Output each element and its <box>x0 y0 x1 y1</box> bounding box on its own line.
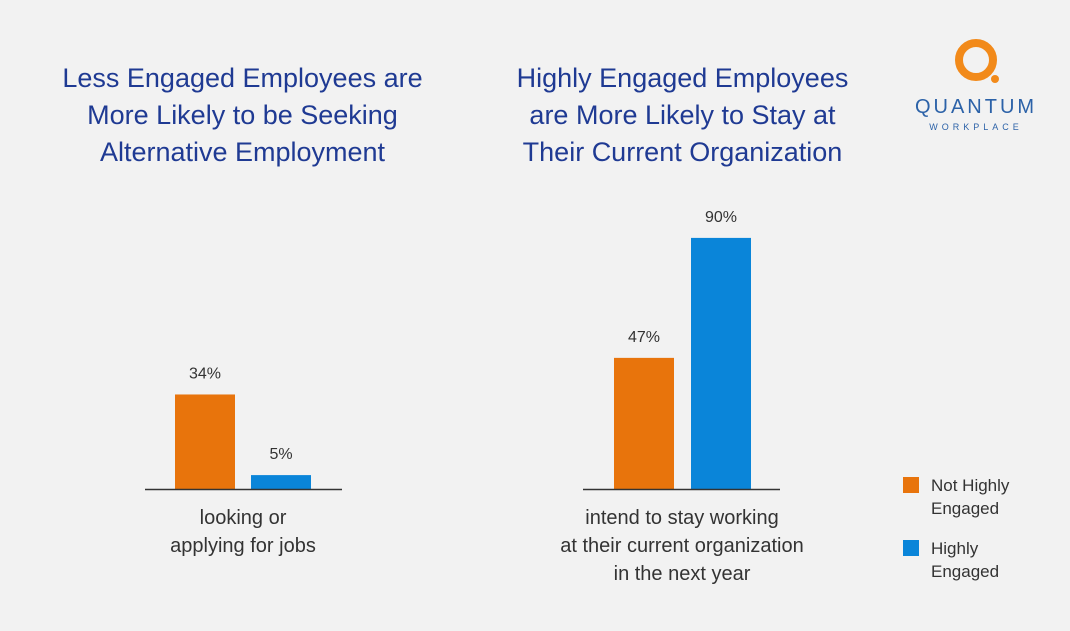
logo-name: QUANTUM <box>914 96 1038 118</box>
chart-title-right: Highly Engaged Employees are More Likely… <box>516 63 849 167</box>
logo-q-icon <box>955 39 999 83</box>
bar-chart1-not-highly-engaged <box>175 394 235 489</box>
legend-label-not-highly-engaged: Not Highly Engaged <box>931 476 1010 518</box>
legend-swatch-highly-engaged <box>903 540 919 556</box>
legend-swatch-not-highly-engaged <box>903 477 919 493</box>
data-label-chart2-highly-engaged: 90% <box>705 209 737 226</box>
data-label-chart2-not-highly-engaged: 47% <box>628 329 660 346</box>
logo-subname: WORKPLACE <box>929 122 1023 132</box>
bar-chart2-highly-engaged <box>691 237 751 489</box>
legend-label-highly-engaged: Highly Engaged <box>931 539 1000 581</box>
bar-chart2-not-highly-engaged <box>614 357 674 489</box>
data-label-chart1-highly-engaged: 5% <box>269 446 292 463</box>
bar-chart1-highly-engaged <box>251 475 311 489</box>
quantum-workplace-logo: QUANTUM WORKPLACE <box>906 36 1046 136</box>
category-label-chart1: looking or applying for jobs <box>170 507 316 557</box>
legend-item-not-highly-engaged: Not Highly Engaged <box>903 474 1063 520</box>
chart-title-left: Less Engaged Employees are More Likely t… <box>62 63 423 167</box>
data-label-chart1-not-highly-engaged: 34% <box>189 365 221 382</box>
legend: Not Highly Engaged Highly Engaged <box>903 474 1063 583</box>
category-label-chart2: intend to stay working at their current o… <box>560 507 803 585</box>
legend-item-highly-engaged: Highly Engaged <box>903 537 1063 583</box>
